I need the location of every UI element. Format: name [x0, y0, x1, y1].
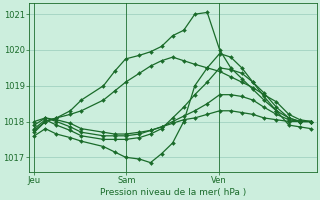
X-axis label: Pression niveau de la mer( hPa ): Pression niveau de la mer( hPa ) — [100, 188, 246, 197]
